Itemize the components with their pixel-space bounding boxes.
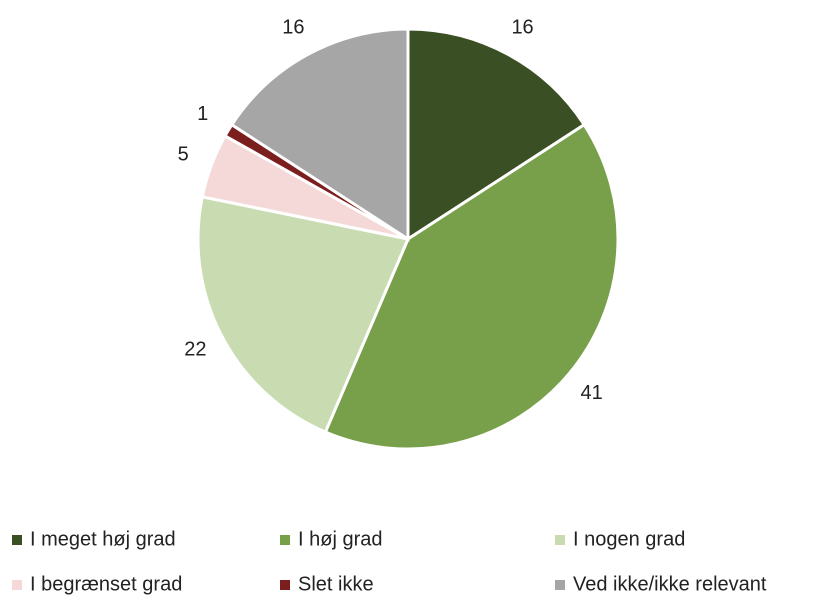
- pie-slice: [406, 27, 587, 242]
- pie-slice: [323, 122, 620, 451]
- legend-label: I nogen grad: [573, 528, 685, 550]
- legend-swatch: [555, 580, 565, 590]
- data-label: 5: [178, 143, 189, 165]
- legend-swatch: [12, 535, 22, 545]
- data-label: 41: [580, 382, 602, 404]
- data-label: 1: [197, 103, 208, 125]
- legend-label: Ved ikke/ikke relevant: [573, 573, 767, 595]
- legend-swatch: [555, 535, 565, 545]
- pie-slice: [196, 195, 411, 435]
- legend-swatch: [280, 580, 290, 590]
- legend-swatch: [280, 535, 290, 545]
- data-label: 16: [282, 16, 304, 38]
- legend-label: Slet ikke: [298, 573, 374, 595]
- legend-swatch: [12, 580, 22, 590]
- legend-label: I høj grad: [298, 528, 382, 550]
- data-label: 16: [511, 16, 533, 38]
- pie-slice: [229, 27, 410, 242]
- legend-label: I meget høj grad: [30, 528, 176, 550]
- legend-label: I begrænset grad: [30, 573, 182, 595]
- data-label: 22: [184, 339, 206, 361]
